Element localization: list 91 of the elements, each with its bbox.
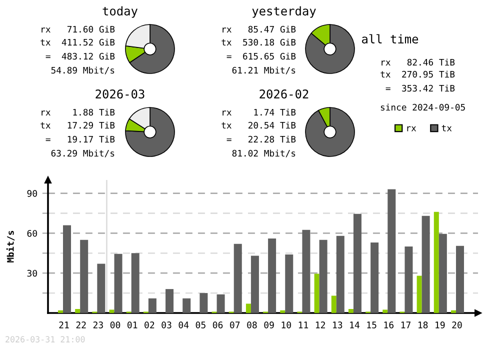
bar <box>246 304 251 313</box>
y-tick-label: 60 <box>27 230 37 237</box>
text: = 615.65 GiB <box>226 52 296 60</box>
chart-title: yesterday <box>252 6 316 18</box>
text: = 483.12 GiB <box>46 52 115 60</box>
y-tick-label: 90 <box>27 190 37 197</box>
bar <box>166 289 174 313</box>
text: = 19.17 TiB <box>46 136 115 143</box>
x-tick-label: 23 <box>93 322 103 328</box>
legend-label: rx <box>407 126 416 132</box>
x-tick-label: 09 <box>264 322 274 328</box>
bar <box>250 256 259 313</box>
x-tick-label: 15 <box>367 322 376 328</box>
bar <box>114 254 122 313</box>
bar <box>422 216 430 313</box>
bar <box>182 298 191 313</box>
bar <box>404 246 413 313</box>
bar <box>75 309 80 313</box>
text: rx 82.46 TiB <box>382 58 455 66</box>
bar <box>388 189 396 313</box>
chart-title: today <box>102 6 138 18</box>
bar <box>80 240 88 313</box>
bar <box>434 212 439 313</box>
text: = 353.42 TiB <box>386 84 455 92</box>
x-tick-label: 10 <box>282 322 291 328</box>
text: 81.02 Mbit/s <box>232 150 296 158</box>
x-tick-label: 16 <box>384 322 394 328</box>
chart-title: 2026-02 <box>260 89 308 98</box>
x-tick-label: 01 <box>128 322 138 328</box>
text: rx 85.47 GiB <box>222 26 296 33</box>
x-tick-label: 08 <box>247 322 257 328</box>
bar <box>336 236 344 313</box>
x-tick-label: 00 <box>110 322 120 328</box>
text: tx 411.52 GiB <box>40 38 115 46</box>
x-tick-label: 17 <box>401 322 410 328</box>
text: rx 1.88 TiB <box>42 108 115 116</box>
bar <box>438 234 447 313</box>
text: = 22.28 TiB <box>226 136 296 143</box>
text: rx 1.74 TiB <box>222 108 296 116</box>
x-tick-label: 19 <box>436 322 445 328</box>
x-tick-label: 21 <box>59 322 69 328</box>
text: tx 20.54 TiB <box>222 122 296 129</box>
x-tick-label: 07 <box>230 322 240 328</box>
bar <box>348 309 354 313</box>
text: all time <box>362 34 418 44</box>
bar <box>58 310 64 313</box>
x-tick-label: 13 <box>333 322 342 328</box>
bar <box>416 276 422 313</box>
bar <box>382 310 388 313</box>
x-tick-label: 20 <box>452 322 462 328</box>
y-axis-title: Mbit/s <box>6 230 15 262</box>
bar <box>370 242 379 313</box>
bar <box>148 298 156 313</box>
x-tick-label: 02 <box>144 322 154 328</box>
bar <box>353 214 362 313</box>
text: 61.21 Mbit/s <box>232 66 296 74</box>
bar <box>97 264 106 313</box>
bar <box>314 274 320 313</box>
text: 54.89 Mbit/s <box>51 66 114 74</box>
x-tick-label: 14 <box>350 322 360 328</box>
text: rx 71.60 GiB <box>42 26 115 33</box>
x-tick-label: 05 <box>196 322 206 328</box>
bar <box>456 246 464 313</box>
bar <box>331 296 336 313</box>
text: tx 17.29 TiB <box>40 122 115 129</box>
x-tick-label: 06 <box>212 322 223 328</box>
x-tick-label: 03 <box>162 322 172 328</box>
bar <box>319 240 328 313</box>
chart-title: 2026-03 <box>96 89 144 98</box>
text: 63.29 Mbit/s <box>51 150 114 158</box>
text: tx 530.18 GiB <box>222 38 296 46</box>
bar <box>63 225 72 313</box>
bar <box>234 244 242 313</box>
bar <box>131 253 140 313</box>
bar <box>200 293 208 313</box>
bar <box>268 238 276 313</box>
bar <box>109 310 114 313</box>
x-tick-label: 18 <box>418 322 428 328</box>
bar <box>302 230 310 313</box>
bar <box>216 294 225 313</box>
x-tick-label: 11 <box>298 322 308 328</box>
bar <box>285 254 294 313</box>
bar <box>280 310 286 313</box>
text: tx 270.95 TiB <box>380 70 455 78</box>
x-tick-label: 12 <box>316 322 325 328</box>
y-tick-label: 30 <box>27 270 37 277</box>
legend-label: tx <box>442 124 452 132</box>
x-tick-label: 04 <box>178 322 189 328</box>
x-tick-label: 22 <box>76 322 86 328</box>
text: since 2024-09-05 <box>380 104 465 111</box>
bar <box>450 310 456 313</box>
